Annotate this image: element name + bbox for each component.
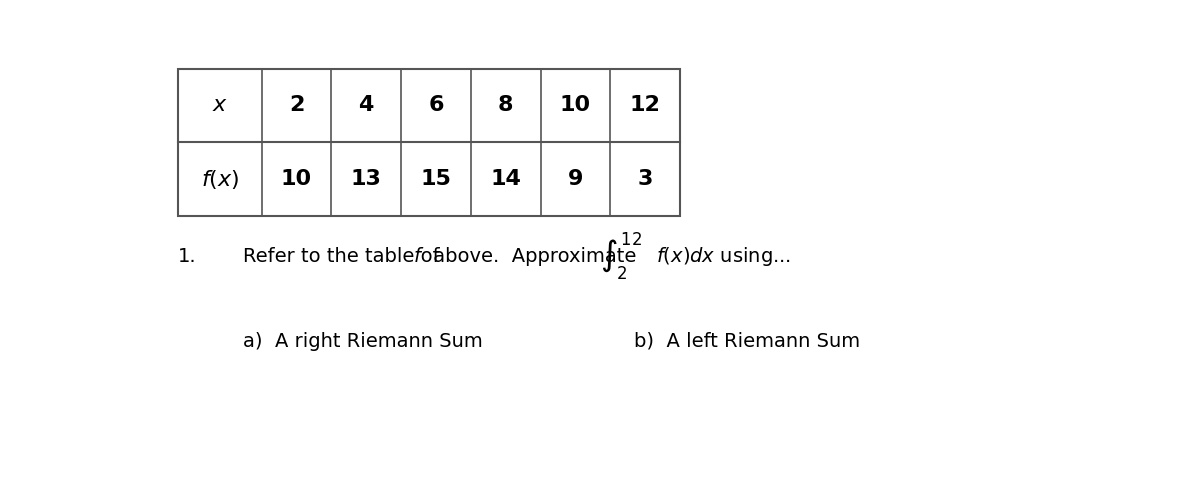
Text: 15: 15 [420, 169, 451, 189]
Bar [178, 68, 680, 216]
Text: a)  A right Riemann Sum: a) A right Riemann Sum [242, 332, 482, 351]
Text: $x$: $x$ [211, 95, 228, 115]
Text: 2: 2 [289, 95, 304, 115]
Text: 4: 4 [359, 95, 374, 115]
Text: Refer to the table of: Refer to the table of [242, 247, 446, 266]
Text: 6: 6 [428, 95, 444, 115]
Text: above.  Approximate: above. Approximate [427, 247, 643, 266]
Text: $\int_{2}^{12}$: $\int_{2}^{12}$ [600, 231, 642, 282]
Text: 13: 13 [350, 169, 382, 189]
Text: 9: 9 [568, 169, 583, 189]
Text: 14: 14 [491, 169, 521, 189]
Text: 10: 10 [281, 169, 312, 189]
Text: $f(x)$: $f(x)$ [200, 168, 239, 191]
Text: $f(x)dx$ using...: $f(x)dx$ using... [656, 245, 791, 268]
Text: b)  A left Riemann Sum: b) A left Riemann Sum [634, 332, 859, 351]
Text: 12: 12 [630, 95, 661, 115]
Text: 8: 8 [498, 95, 514, 115]
Text: 3: 3 [637, 169, 653, 189]
Text: 1.: 1. [178, 247, 197, 266]
Text: 10: 10 [560, 95, 592, 115]
Text: $f$: $f$ [413, 247, 425, 266]
